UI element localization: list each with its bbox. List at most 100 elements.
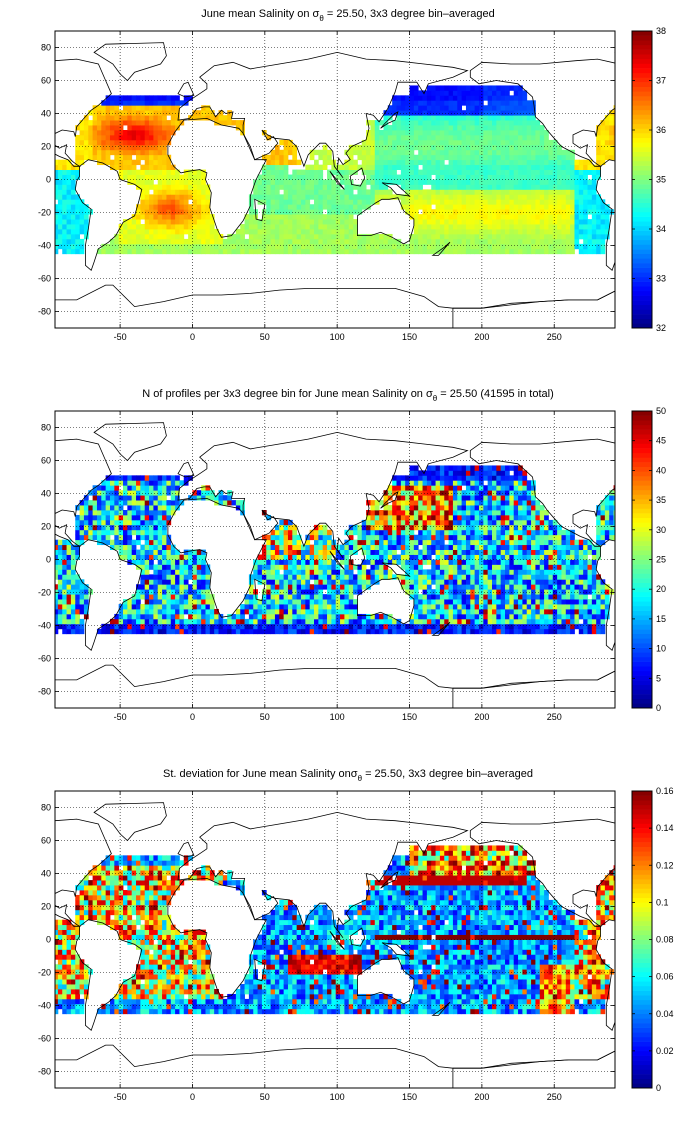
heatmap-cell	[283, 144, 289, 151]
heatmap-cell	[570, 159, 575, 166]
heatmap-cell	[353, 229, 358, 235]
heatmap-cell	[248, 219, 254, 225]
heatmap-cell	[292, 579, 298, 585]
heatmap-cell	[487, 194, 493, 200]
heatmap-cell	[557, 229, 562, 235]
heatmap-cell	[387, 243, 393, 250]
heatmap-cell	[109, 130, 115, 136]
heatmap-cell	[518, 238, 523, 245]
heatmap-cell	[448, 130, 454, 136]
heatmap-cell	[300, 184, 306, 190]
heatmap-cell	[435, 224, 441, 230]
heatmap-cell	[448, 219, 454, 225]
heatmap-cell	[305, 559, 311, 565]
heatmap-cell	[175, 549, 180, 555]
heatmap-cell	[149, 485, 154, 491]
heatmap-cell	[55, 544, 59, 550]
heatmap-cell	[144, 130, 150, 136]
heatmap-cell	[487, 169, 493, 175]
heatmap-cell	[496, 233, 502, 240]
heatmap-cell	[270, 209, 276, 215]
heatmap-cell	[248, 238, 254, 245]
heatmap-cell	[505, 214, 510, 220]
heatmap-cell	[544, 149, 549, 156]
heatmap-cell	[62, 613, 67, 620]
heatmap-cell	[361, 519, 367, 526]
heatmap-cell	[370, 164, 376, 170]
heatmap-cell	[335, 243, 341, 250]
heatmap-cell	[370, 179, 376, 185]
heatmap-cell	[296, 169, 302, 175]
heatmap-cell	[509, 95, 515, 101]
heatmap-cell	[296, 204, 302, 210]
heatmap-cell	[314, 164, 319, 170]
heatmap-cell	[261, 628, 267, 635]
heatmap-cell	[531, 248, 536, 255]
heatmap-cell	[379, 554, 384, 560]
heatmap-cell	[283, 164, 289, 170]
heatmap-cell	[452, 85, 458, 91]
heatmap-cell	[431, 604, 436, 610]
heatmap-cell	[457, 115, 463, 121]
heatmap-cell	[370, 514, 376, 521]
heatmap-cell	[426, 599, 432, 605]
heatmap-cell	[396, 243, 402, 250]
heatmap-cell	[55, 214, 59, 220]
heatmap-cell	[431, 519, 436, 526]
heatmap-cell	[175, 174, 180, 180]
heatmap-cell	[392, 529, 397, 536]
heatmap-cell	[448, 243, 454, 250]
heatmap-cell	[418, 144, 423, 151]
heatmap-cell	[400, 184, 406, 190]
heatmap-cell	[461, 90, 467, 96]
heatmap-cell	[387, 149, 393, 156]
heatmap-cell	[400, 144, 406, 151]
heatmap-cell	[379, 574, 384, 580]
heatmap-cell	[478, 125, 484, 131]
heatmap-cell	[327, 174, 332, 180]
heatmap-cell	[431, 618, 436, 625]
heatmap-cell	[222, 500, 228, 506]
heatmap-cell	[335, 628, 341, 635]
heatmap-cell	[283, 539, 289, 546]
heatmap-cell	[335, 623, 341, 630]
heatmap-cell	[188, 204, 193, 210]
heatmap-cell	[452, 154, 458, 161]
heatmap-cell	[283, 554, 289, 560]
heatmap-cell	[266, 584, 272, 590]
heatmap-cell	[574, 199, 580, 205]
heatmap-cell	[279, 549, 285, 555]
heatmap-cell	[335, 214, 341, 220]
heatmap-cell	[396, 559, 402, 565]
colorbar-step	[632, 123, 652, 129]
heatmap-cell	[609, 130, 614, 136]
heatmap-cell	[483, 105, 489, 111]
heatmap-cell	[266, 209, 272, 215]
heatmap-cell	[544, 174, 549, 180]
heatmap-cell	[170, 604, 176, 610]
heatmap-cell	[478, 85, 484, 91]
heatmap-cell	[114, 529, 120, 536]
heatmap-cell	[149, 219, 154, 225]
heatmap-cell	[62, 164, 67, 170]
heatmap-cell	[470, 139, 476, 146]
heatmap-cell	[487, 238, 493, 245]
heatmap-cell	[483, 243, 489, 250]
heatmap-cell	[327, 594, 332, 600]
heatmap-cell	[270, 219, 276, 225]
heatmap-cell	[136, 169, 141, 175]
heatmap-cell	[426, 233, 432, 240]
heatmap-cell	[509, 214, 515, 220]
heatmap-cell	[270, 589, 276, 595]
heatmap-cell	[600, 149, 606, 156]
heatmap-cell	[483, 248, 489, 255]
x-tick-label: 250	[547, 332, 562, 342]
heatmap-cell	[261, 179, 267, 185]
heatmap-cell	[396, 149, 402, 156]
heatmap-cell	[166, 490, 172, 496]
heatmap-cell	[409, 125, 415, 131]
heatmap-cell	[379, 559, 384, 565]
heatmap-cell	[353, 584, 358, 590]
heatmap-cell	[83, 229, 89, 235]
heatmap-cell	[322, 154, 328, 161]
